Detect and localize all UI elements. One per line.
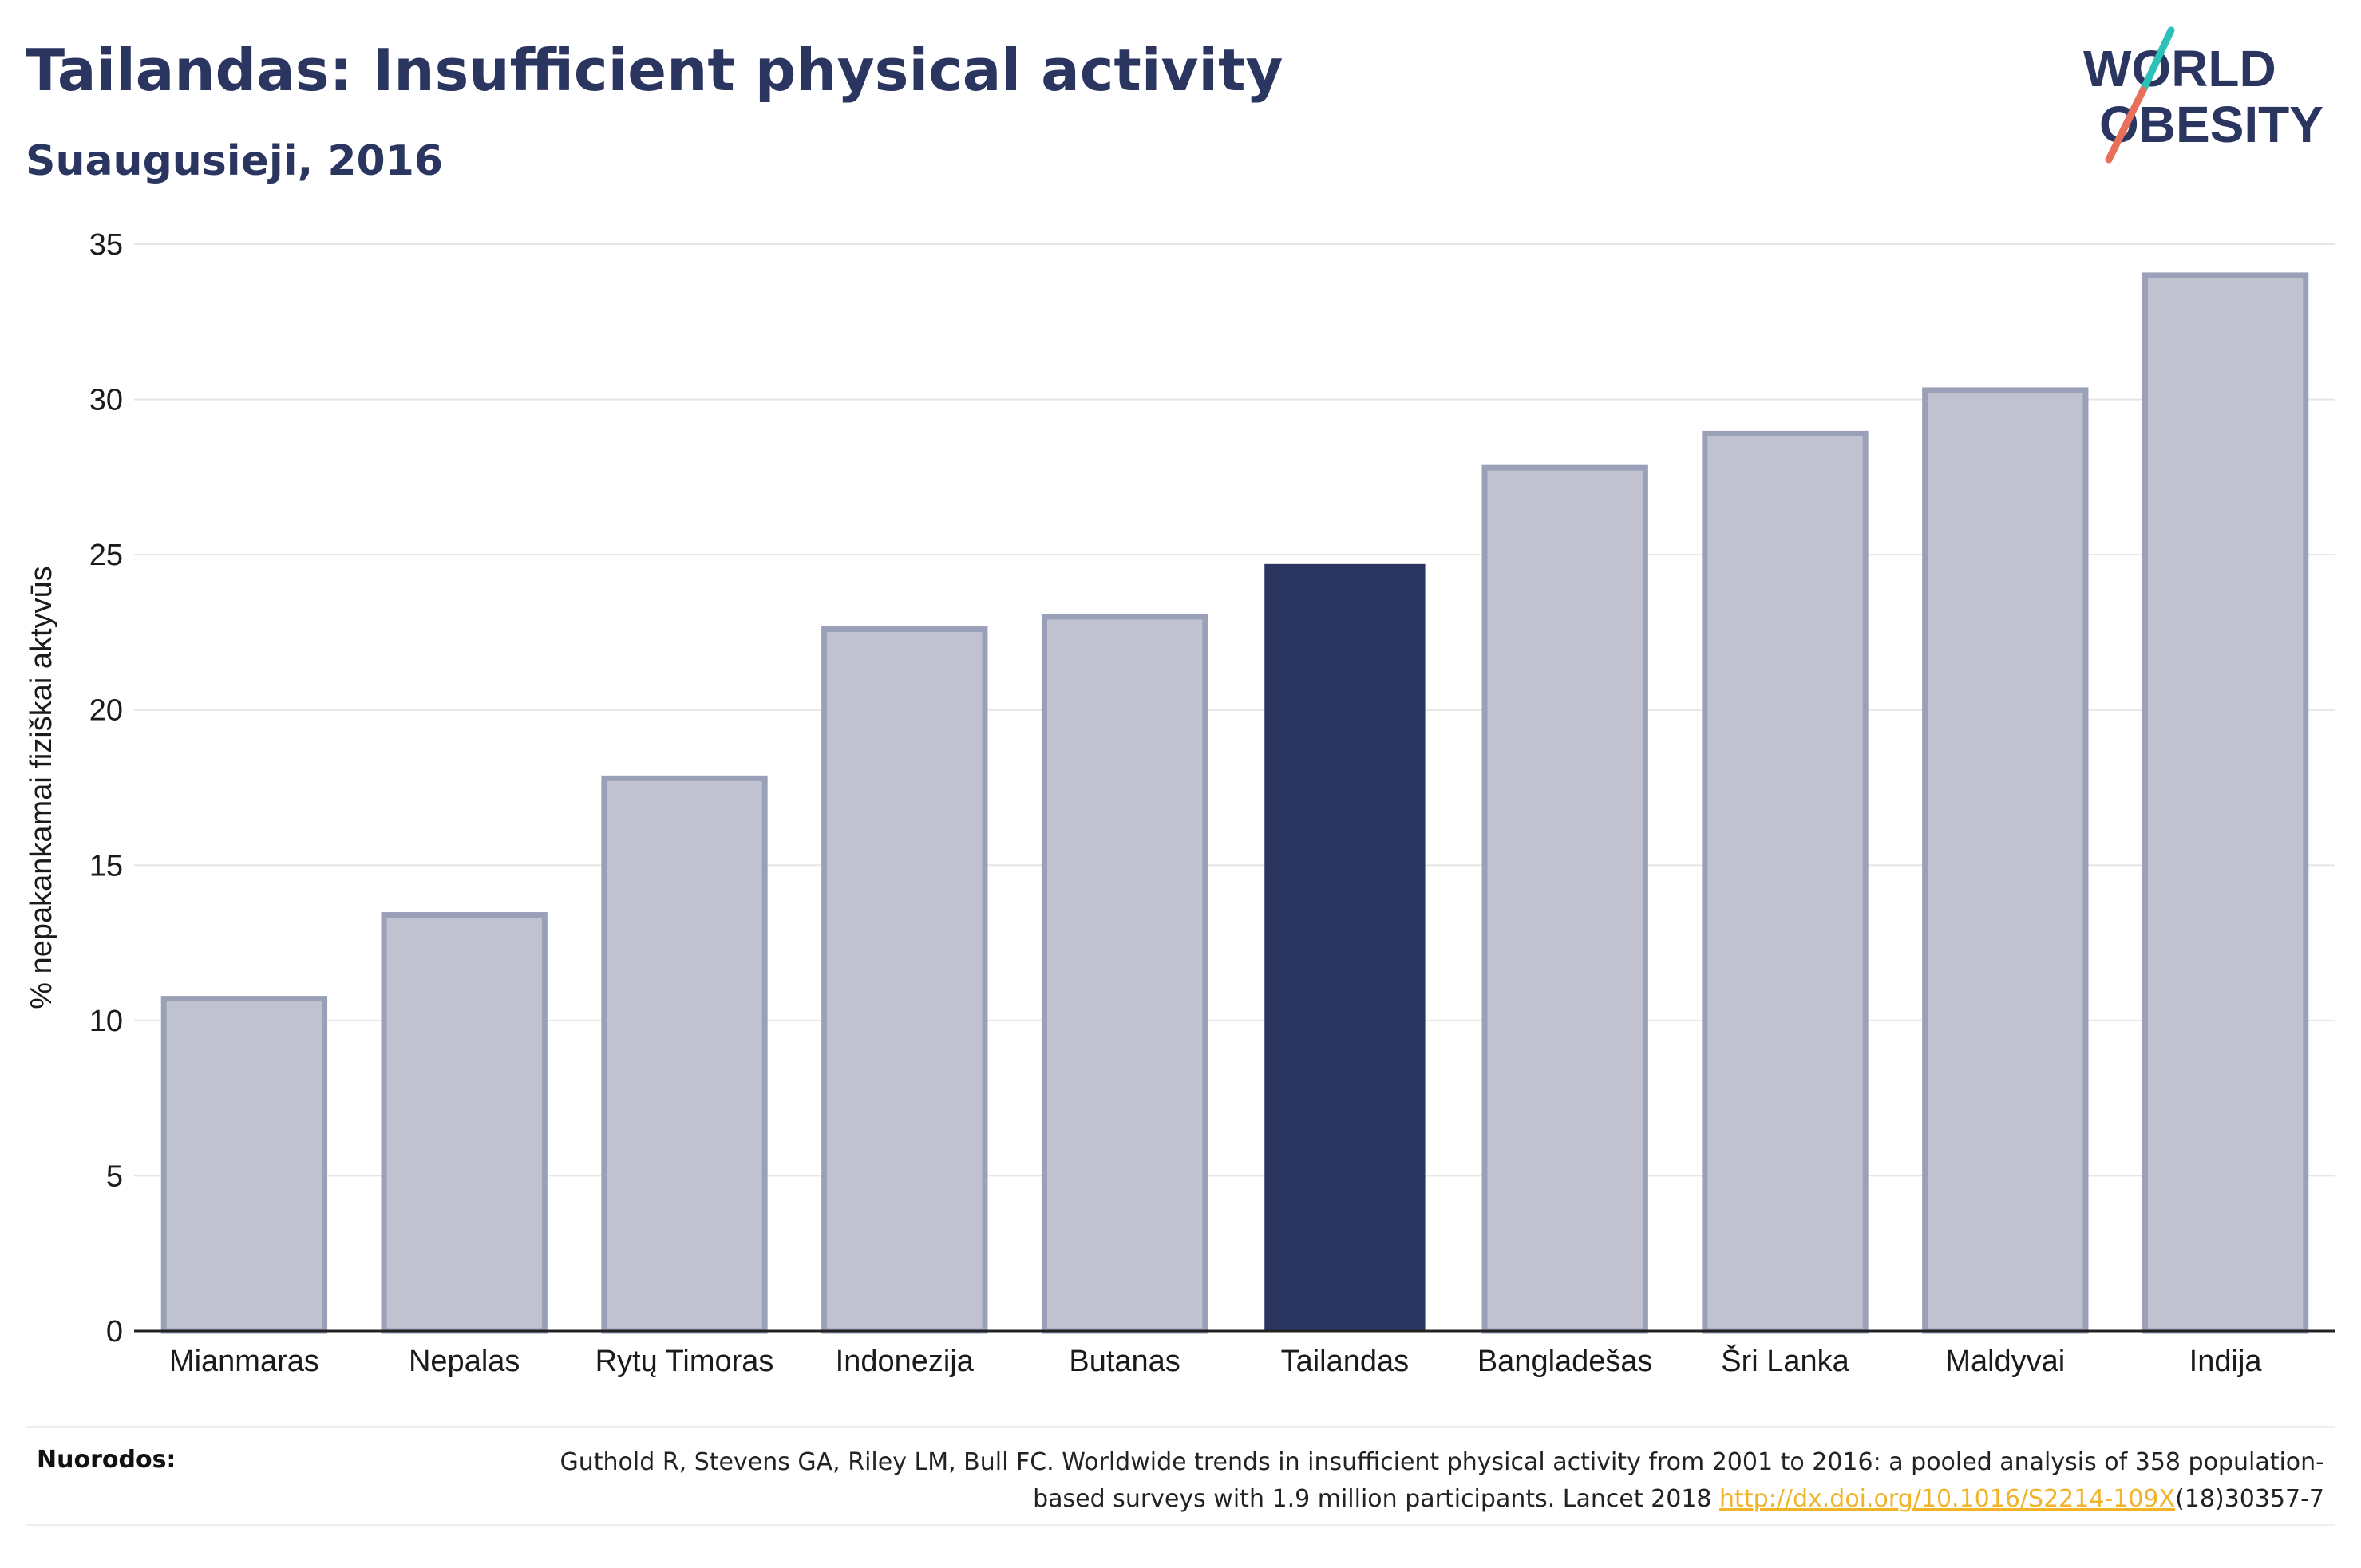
- logo-accent-teal: [2139, 26, 2175, 94]
- y-tick-label: 10: [89, 1005, 123, 1038]
- logo-accent-coral: [2105, 86, 2147, 164]
- x-tick-label: Tailandas: [1281, 1345, 1410, 1378]
- x-tick-label: Bangladešas: [1477, 1345, 1653, 1378]
- x-tick-label: Maldyvai: [1945, 1345, 2065, 1378]
- bar-nepalas: [381, 912, 548, 1334]
- y-tick-label: 5: [106, 1159, 123, 1193]
- references-label: Nuorodos:: [37, 1446, 176, 1474]
- bar-indija: [2142, 272, 2309, 1334]
- bar-bangladešas: [1481, 464, 1648, 1334]
- bar-maldyvai: [1922, 387, 2089, 1334]
- y-tick-label: 25: [89, 539, 123, 572]
- chart-title: Tailandas: Insufficient physical activit…: [26, 37, 1283, 104]
- bar-chart: 0 5 10 15 20 25 30 35 Mianmaras Nepalas Rytų Timo…: [25, 228, 2335, 1378]
- y-axis-label: % nepakankamai fiziškai aktyvūs: [25, 566, 58, 1009]
- y-tick-label: 15: [89, 849, 123, 883]
- y-tick-label: 20: [89, 694, 123, 728]
- chart-subtitle: Suaugusieji, 2016: [26, 137, 444, 185]
- x-tick-label: Butanas: [1069, 1345, 1180, 1378]
- logo-line-1: WORLD: [2083, 40, 2276, 97]
- y-axis-ticks: 0 5 10 15 20 25 30 35: [89, 228, 123, 1349]
- bar-butanas: [1041, 614, 1208, 1334]
- footer-divider-bottom: [26, 1524, 2335, 1526]
- reference-citation-suffix: (18)30357-7: [2175, 1485, 2324, 1513]
- x-tick-label: Rytų Timoras: [595, 1345, 774, 1378]
- y-tick-label: 35: [89, 228, 123, 262]
- y-tick-label: 30: [89, 384, 123, 417]
- x-axis-ticks: Mianmaras Nepalas Rytų Timoras Indonezija Bu…: [169, 1343, 2262, 1378]
- bar-mianmaras: [160, 996, 328, 1334]
- bars: [160, 272, 2309, 1334]
- x-tick-label: Mianmaras: [169, 1345, 319, 1378]
- references-text: Guthold R, Stevens GA, Riley LM, Bull FC…: [488, 1444, 2324, 1518]
- x-tick-label: Indija: [2189, 1345, 2263, 1378]
- reference-citation: Guthold R, Stevens GA, Riley LM, Bull FC…: [560, 1448, 2324, 1513]
- bar-rytų-timoras: [601, 775, 768, 1334]
- reference-link[interactable]: http://dx.doi.org/10.1016/S2214-109X: [1719, 1485, 2176, 1513]
- bar-šri-lanka: [1702, 430, 1869, 1334]
- y-tick-label: 0: [106, 1315, 123, 1349]
- bar-indonezija: [821, 626, 988, 1334]
- x-tick-label: Nepalas: [409, 1345, 520, 1378]
- world-obesity-logo: WORLD OBESITY: [2083, 26, 2323, 164]
- footer-divider-top: [26, 1426, 2335, 1428]
- x-tick-label: Indonezija: [836, 1345, 975, 1378]
- bar-tailandas: [1264, 563, 1426, 1331]
- x-tick-label: Šri Lanka: [1721, 1343, 1849, 1378]
